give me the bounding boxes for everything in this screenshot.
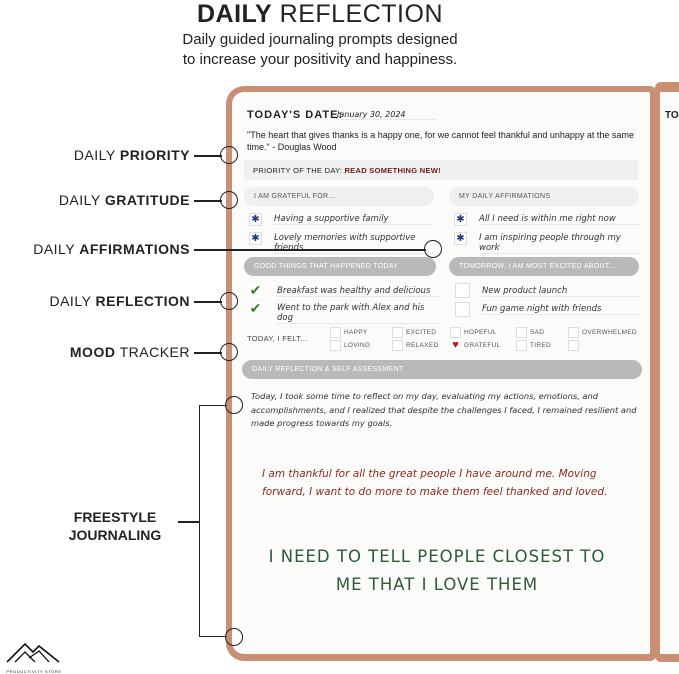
- callout-suffix: TRACKER: [115, 344, 190, 360]
- callout-prefix: DAILY: [73, 147, 120, 163]
- page-title: DAILY REFLECTION: [0, 0, 640, 29]
- next-page-date-label: TOD: [665, 110, 679, 121]
- callout-line: [194, 301, 222, 303]
- priority-value: READ SOMETHING NEW!: [344, 166, 441, 175]
- reflection-header: DAILY REFLECTION & SELF ASSESSMENT: [242, 360, 642, 379]
- mood-label: HAPPY: [344, 329, 368, 336]
- callout-circle: [424, 240, 442, 258]
- mood-label: OVERWHELMED: [582, 329, 637, 336]
- mood-label: LOVING: [344, 342, 371, 349]
- callout-bold: AFFIRMATIONS: [79, 241, 190, 257]
- mood-label: TIRED: [530, 342, 551, 349]
- title-bold: DAILY: [196, 0, 273, 28]
- subtitle-line: to increase your positivity and happines…: [182, 51, 458, 68]
- affirmation-item: All I need is within me right now: [479, 214, 641, 225]
- checkmark-icon: ✔: [249, 282, 262, 298]
- callout-line: [194, 249, 426, 251]
- mood-checkbox: [392, 327, 403, 338]
- callout-line: [194, 155, 222, 157]
- grateful-item: Having a supportive family: [274, 214, 434, 225]
- callout-circle: [220, 146, 238, 164]
- priority-label: PRIORITY OF THE DAY:: [253, 166, 343, 175]
- good-thing-item: Breakfast was healthy and delicious: [277, 286, 442, 297]
- quote: "The heart that gives thanks is a happy …: [247, 130, 634, 152]
- mountain-logo-icon: [6, 642, 60, 663]
- callout-bold: MOOD: [69, 344, 116, 360]
- mood-checkbox: [392, 340, 403, 351]
- callout-prefix: DAILY: [33, 241, 80, 257]
- good-things-header: GOOD THINGS THAT HAPPENED TODAY: [244, 257, 436, 276]
- priority-bar: PRIORITY OF THE DAY: READ SOMETHING NEW!: [244, 160, 638, 180]
- reflection-text: Today, I took some time to reflect on my…: [251, 391, 637, 428]
- affirmations-header: MY DAILY AFFIRMATIONS: [449, 187, 639, 206]
- mood-label: SAD: [530, 329, 545, 336]
- asterisk-icon: ✱: [249, 213, 262, 226]
- callout-bracket: [199, 405, 227, 637]
- callout-bold: PRIORITY: [119, 147, 190, 163]
- mood-checkbox: [450, 327, 461, 338]
- date-value: January 30, 2024: [337, 110, 437, 120]
- checkbox: [455, 283, 470, 298]
- callout-circle: [220, 292, 238, 310]
- grateful-item: Lovely memories with supportive friends: [274, 233, 434, 254]
- tomorrow-item: Fun game night with friends: [482, 304, 640, 315]
- next-page: TOD: [660, 92, 679, 654]
- callout-prefix: DAILY: [49, 293, 96, 309]
- mood-label: GRATEFUL: [464, 342, 501, 349]
- good-thing-item: Went to the park with Alex and his dog: [277, 303, 442, 324]
- mood-checkbox: [568, 340, 579, 351]
- mood-checkbox: [330, 340, 341, 351]
- callout-daily-priority: DAILY PRIORITY: [0, 147, 190, 163]
- checkmark-icon: ✔: [249, 300, 262, 316]
- mood-checkbox: [568, 327, 579, 338]
- date-label: TODAY'S DATE:: [247, 109, 344, 121]
- mood-label: HOPEFUL: [464, 329, 497, 336]
- callout-line: [194, 352, 222, 354]
- checkbox: [455, 302, 470, 317]
- callout-line1: FREESTYLE: [73, 509, 157, 525]
- callout-daily-gratitude: DAILY GRATITUDE: [0, 192, 190, 208]
- callout-bold: REFLECTION: [95, 293, 190, 309]
- asterisk-icon: ✱: [249, 232, 262, 245]
- callout-freestyle-journaling: FREESTYLE JOURNALING: [40, 508, 190, 544]
- callout-circle: [220, 191, 238, 209]
- tomorrow-item: New product launch: [482, 286, 640, 297]
- subtitle: Daily guided journaling prompts designed…: [0, 30, 640, 70]
- mood-checkbox: [330, 327, 341, 338]
- callout-daily-reflection: DAILY REFLECTION: [0, 293, 190, 309]
- freestyle-text: I am thankful for all the great people I…: [262, 468, 608, 498]
- mood-label: EXCITED: [406, 329, 437, 336]
- grateful-header: I AM GRATEFUL FOR...: [244, 187, 434, 206]
- mood-checkbox: [516, 327, 527, 338]
- felt-label: TODAY, I FELT...: [247, 334, 308, 343]
- callout-daily-affirmations: DAILY AFFIRMATIONS: [0, 241, 190, 257]
- callout-line: [194, 200, 222, 202]
- heart-icon: ♥: [450, 340, 461, 351]
- affirmation-item: I am inspiring people through my work: [479, 233, 641, 254]
- callout-circle: [220, 343, 238, 361]
- callout-circle: [225, 628, 243, 646]
- callout-mood-tracker: MOOD TRACKER: [0, 344, 190, 360]
- mood-label: RELAXED: [406, 342, 439, 349]
- callout-prefix: DAILY: [58, 192, 105, 208]
- freestyle-caps-text: I NEED TO TELL PEOPLE CLOSEST TO ME THAT…: [268, 547, 606, 594]
- subtitle-line: Daily guided journaling prompts designed: [182, 31, 458, 48]
- callout-line: [178, 521, 200, 523]
- asterisk-icon: ✱: [454, 213, 467, 226]
- callout-circle: [225, 396, 243, 414]
- callout-line2: JOURNALING: [68, 527, 162, 543]
- tomorrow-header: TOMORROW, I AM MOST EXCITED ABOUT...: [449, 257, 639, 276]
- asterisk-icon: ✱: [454, 232, 467, 245]
- logo: PRODUCTIVITY STORE: [3, 640, 65, 674]
- callout-bold: GRATITUDE: [104, 192, 190, 208]
- mood-checkbox: [516, 340, 527, 351]
- title-rest: REFLECTION: [272, 0, 443, 28]
